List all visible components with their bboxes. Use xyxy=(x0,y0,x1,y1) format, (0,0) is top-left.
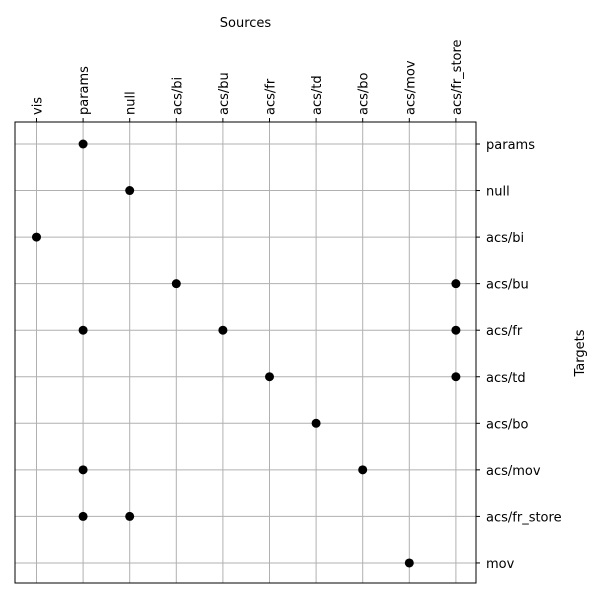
x-tick-label-acs-fr: acs/fr xyxy=(264,78,279,115)
point-acs-td-to-acs-bo xyxy=(311,418,321,428)
y-axis: params null acs/bi acs/bu acs/fr acs/td acs/bo… xyxy=(476,138,562,572)
point-acs-fr-store-to-acs-td xyxy=(451,372,461,382)
y-tick-label-acs-bo: acs/bo xyxy=(486,417,529,432)
point-null-to-null xyxy=(125,186,135,196)
x-tick-label-vis: vis xyxy=(31,97,46,115)
point-params-to-acs-mov xyxy=(78,465,88,475)
y-tick-label-acs-fr: acs/fr xyxy=(486,324,523,339)
point-acs-bo-to-acs-mov xyxy=(358,465,368,475)
x-axis-title: Sources xyxy=(220,16,272,31)
x-tick-label-acs-bo: acs/bo xyxy=(357,72,372,115)
point-acs-fr-store-to-acs-fr xyxy=(451,325,461,335)
grid-lines xyxy=(15,122,476,583)
x-tick-label-null: null xyxy=(124,91,139,115)
y-tick-label-acs-bi: acs/bi xyxy=(486,231,524,246)
x-tick-label-acs-fr-store: acs/fr_store xyxy=(450,39,465,115)
y-tick-label-acs-mov: acs/mov xyxy=(486,464,541,479)
y-tick-label-acs-td: acs/td xyxy=(486,371,526,386)
point-acs-fr-store-to-acs-bu xyxy=(451,279,461,289)
y-tick-label-acs-fr-store: acs/fr_store xyxy=(486,510,562,525)
x-axis: vis params null acs/bi acs/bu acs/fr acs/td acs… xyxy=(31,39,465,122)
x-tick-label-acs-td: acs/td xyxy=(310,75,325,115)
y-axis-title: Targets xyxy=(573,329,588,377)
point-acs-bi-to-acs-bu xyxy=(171,279,181,289)
x-tick-label-acs-bi: acs/bi xyxy=(170,77,185,115)
point-null-to-acs-fr-store xyxy=(125,511,135,521)
x-tick-label-acs-mov: acs/mov xyxy=(403,60,418,115)
point-acs-bu-to-acs-fr xyxy=(218,325,228,335)
y-tick-label-params: params xyxy=(486,138,535,153)
point-acs-mov-to-mov xyxy=(404,558,414,568)
plot-area-frame xyxy=(14,121,477,584)
y-tick-label-mov: mov xyxy=(486,557,515,572)
point-vis-to-acs-bi xyxy=(32,232,41,242)
x-tick-label-acs-bu: acs/bu xyxy=(217,72,232,115)
point-params-to-params xyxy=(78,139,88,149)
data-points xyxy=(32,139,461,568)
point-params-to-acs-fr xyxy=(78,325,88,335)
x-tick-label-params: params xyxy=(77,66,92,115)
y-tick-label-null: null xyxy=(486,185,510,200)
y-tick-label-acs-bu: acs/bu xyxy=(486,278,529,293)
point-params-to-acs-fr-store xyxy=(78,511,88,521)
point-acs-fr-to-acs-td xyxy=(265,372,274,382)
